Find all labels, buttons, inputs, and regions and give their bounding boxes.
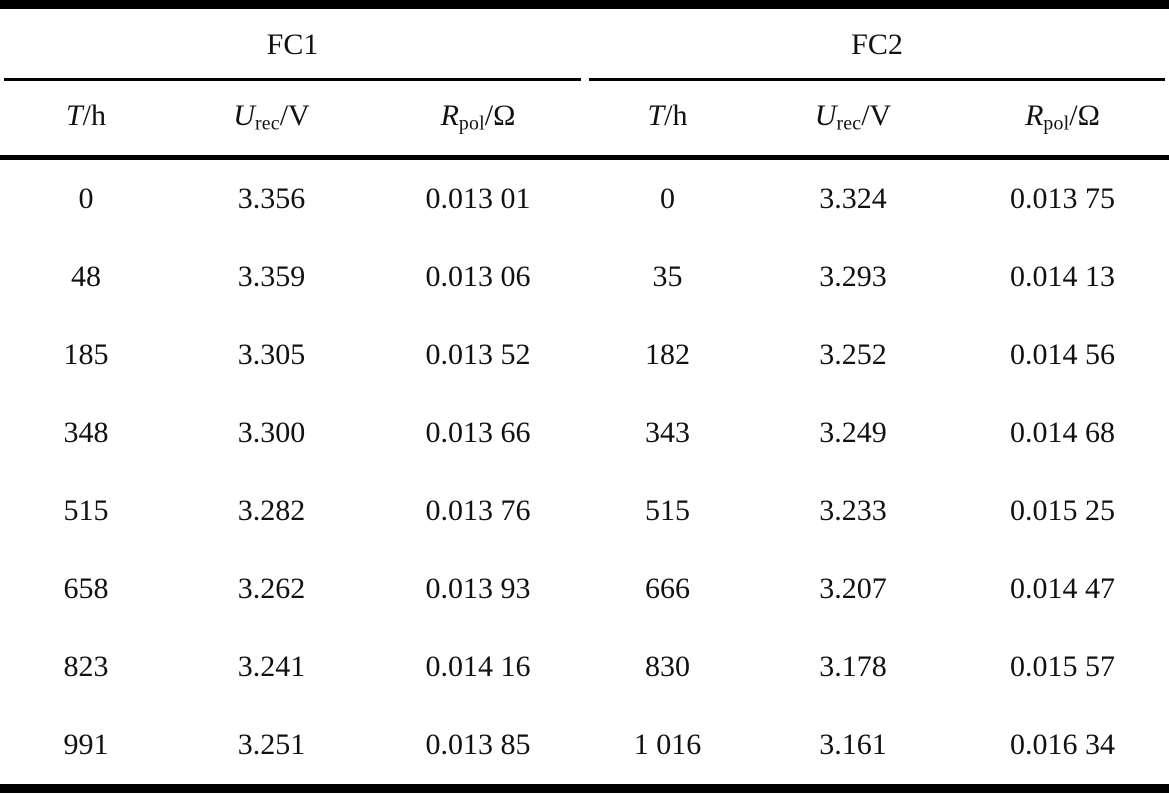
table-cell: 0.013 01 [425, 182, 531, 215]
table-cell: 0.014 68 [1010, 416, 1115, 449]
symbol-R: R [1025, 99, 1044, 133]
table-cell: 3.233 [819, 494, 887, 527]
column-header-row: T/h Urec/V Rpol/Ω T/h Urec/V Rpol/Ω [0, 81, 1169, 160]
table-row: 658 3.262 0.013 93 666 3.207 0.014 47 [0, 550, 1169, 628]
unit-label: /h [82, 99, 107, 133]
table-row: 348 3.300 0.013 66 343 3.249 0.014 68 [0, 394, 1169, 472]
group-header-fc1-label: FC1 [266, 28, 319, 61]
table-body: 0 3.356 0.013 01 0 3.324 0.013 75 48 3.359 0.013… [0, 158, 1169, 789]
table-cell: 0.015 57 [1010, 650, 1115, 683]
table-cell: 3.249 [819, 416, 887, 449]
table-cell: 0 [660, 182, 675, 215]
table-cell: 0.015 25 [1010, 494, 1115, 527]
table-cell: 515 [63, 494, 109, 527]
column-header-voltage-fc2: Urec/V [750, 81, 956, 160]
table-cell: 0.014 47 [1010, 572, 1115, 605]
table-row: 48 3.359 0.013 06 35 3.293 0.014 13 [0, 238, 1169, 316]
symbol-T: T [65, 99, 83, 133]
table-cell: 0.013 06 [425, 260, 531, 293]
table-cell: 3.161 [819, 728, 887, 761]
unit-label: /Ω [1069, 99, 1100, 133]
table-cell: 3.356 [237, 182, 306, 215]
table-cell: 991 [63, 728, 109, 761]
symbol-subscript: pol [458, 112, 485, 135]
table-cell: 3.293 [819, 260, 887, 293]
symbol-U: U [814, 99, 837, 133]
table-row: 991 3.251 0.013 85 1 016 3.161 0.016 34 [0, 706, 1169, 789]
table-cell: 0.013 66 [425, 416, 531, 449]
table-cell: 3.251 [237, 728, 306, 761]
table-row: 0 3.356 0.013 01 0 3.324 0.013 75 [0, 158, 1169, 239]
table-cell: 830 [645, 650, 690, 683]
table-cell: 0.013 52 [425, 338, 531, 371]
unit-label: /V [279, 99, 310, 133]
table-cell: 3.305 [237, 338, 306, 371]
table-cell: 666 [645, 572, 690, 605]
table-cell: 0.016 34 [1010, 728, 1115, 761]
table-cell: 185 [63, 338, 109, 371]
table-cell: 0 [78, 182, 94, 215]
table-cell: 0.013 93 [425, 572, 531, 605]
table-cell: 0.013 75 [1010, 182, 1115, 215]
group-header-fc1: FC1 [0, 5, 585, 82]
group-header-fc2-label: FC2 [851, 28, 903, 61]
unit-label: /Ω [484, 99, 516, 133]
symbol-subscript: rec [254, 112, 280, 135]
group-header-row: FC1 FC2 [0, 5, 1169, 82]
group-header-fc2: FC2 [585, 5, 1169, 82]
column-header-resistance-fc2: Rpol/Ω [956, 81, 1169, 160]
table-cell: 1 016 [633, 728, 702, 761]
table-cell: 823 [63, 650, 109, 683]
table-cell: 0.014 16 [425, 650, 531, 683]
symbol-T: T [647, 99, 665, 133]
symbol-R: R [440, 99, 459, 133]
table-cell: 3.300 [237, 416, 306, 449]
table-cell: 182 [645, 338, 690, 371]
table-cell: 3.252 [819, 338, 887, 371]
table-cell: 48 [71, 260, 101, 293]
table-cell: 0.013 76 [425, 494, 531, 527]
table-cell: 658 [63, 572, 109, 605]
table-row: 185 3.305 0.013 52 182 3.252 0.014 56 [0, 316, 1169, 394]
table-cell: 0.014 13 [1010, 260, 1115, 293]
table-row: 823 3.241 0.014 16 830 3.178 0.015 57 [0, 628, 1169, 706]
table-row: 515 3.282 0.013 76 515 3.233 0.015 25 [0, 472, 1169, 550]
symbol-subscript: rec [836, 112, 862, 135]
column-header-resistance-fc1: Rpol/Ω [371, 81, 585, 160]
symbol-U: U [233, 99, 255, 133]
column-header-voltage-fc1: Urec/V [172, 81, 371, 160]
table-cell: 3.207 [819, 572, 887, 605]
table-cell: 348 [63, 416, 109, 449]
unit-label: /V [861, 99, 892, 133]
table-cell: 0.014 56 [1010, 338, 1115, 371]
table-cell: 0.013 85 [425, 728, 531, 761]
table-cell: 35 [652, 260, 683, 293]
column-header-time-fc2: T/h [585, 81, 750, 160]
table-cell: 515 [645, 494, 690, 527]
symbol-subscript: pol [1043, 112, 1070, 135]
table-cell: 3.241 [237, 650, 306, 683]
table-cell: 3.282 [237, 494, 306, 527]
table-cell: 3.324 [819, 182, 887, 215]
table-cell: 3.178 [819, 650, 887, 683]
table-cell: 3.262 [237, 572, 306, 605]
unit-label: /h [664, 99, 688, 133]
table-cell: 343 [645, 416, 690, 449]
table-cell: 3.359 [237, 260, 306, 293]
column-header-time-fc1: T/h [0, 81, 172, 160]
